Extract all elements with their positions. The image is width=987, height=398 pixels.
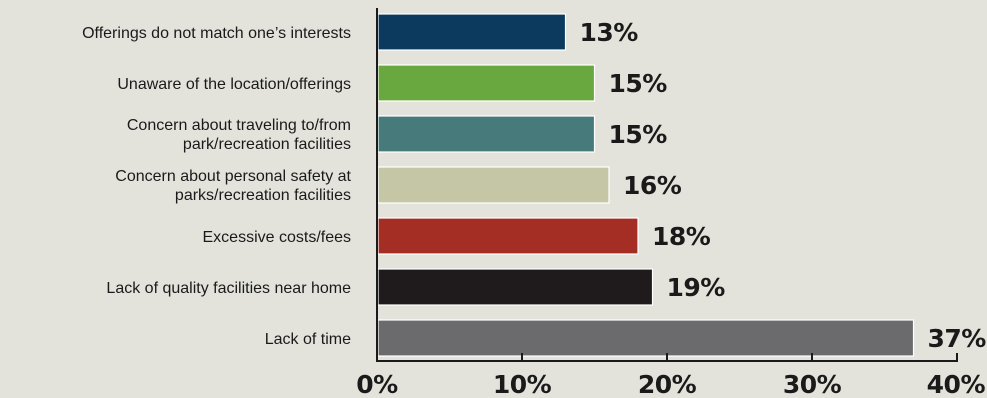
value-label: 16% — [623, 171, 682, 200]
value-label: 37% — [928, 324, 987, 353]
x-tick-label: 20% — [638, 370, 697, 398]
category-label: Offerings do not match one’s interests — [82, 25, 351, 42]
category-label: Concern about traveling to/from park/recr… — [127, 117, 351, 153]
category-label: Lack of time — [265, 331, 351, 348]
value-label: 13% — [580, 18, 639, 47]
value-label: 18% — [652, 222, 711, 251]
bar — [377, 319, 915, 357]
bar — [377, 166, 610, 204]
category-label: Concern about personal safety at parks/re… — [115, 168, 351, 204]
value-label: 19% — [667, 273, 726, 302]
bar — [377, 64, 596, 102]
value-label: 15% — [609, 69, 668, 98]
bar — [377, 268, 654, 306]
x-tick-label: 0% — [356, 370, 398, 398]
bar — [377, 217, 639, 255]
category-label: Lack of quality facilities near home — [106, 280, 351, 297]
bar — [377, 115, 596, 153]
value-labels: 13% 15% 15% 16% 18% 19% 37% — [580, 18, 987, 353]
x-tick-label: 40% — [927, 370, 986, 398]
x-axis: 0% 10% 20% 30% 40% — [356, 8, 986, 398]
x-tick-label: 30% — [783, 370, 842, 398]
value-label: 15% — [609, 120, 668, 149]
category-labels: Offerings do not match one’s interests Un… — [82, 25, 351, 348]
category-label: Unaware of the location/offerings — [117, 76, 351, 93]
bar — [377, 13, 567, 51]
category-label: Excessive costs/fees — [203, 229, 352, 246]
x-tick-label: 10% — [493, 370, 552, 398]
bars-layer — [377, 13, 915, 357]
